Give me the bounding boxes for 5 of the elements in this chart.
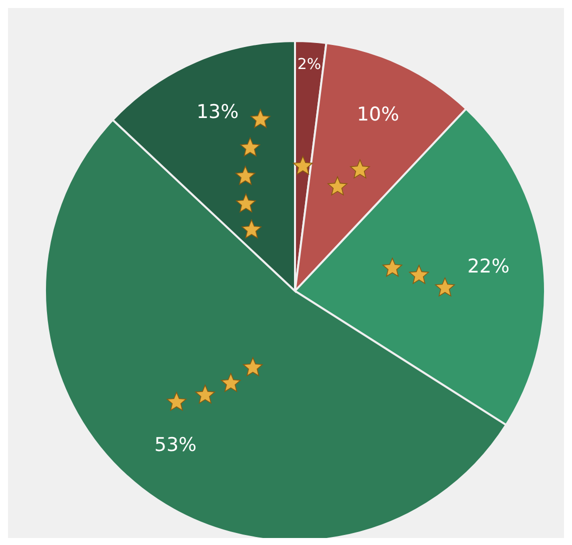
data-label: 13%: [196, 101, 239, 124]
data-label: 22%: [467, 256, 510, 278]
data-label: 53%: [154, 434, 197, 456]
data-label: 10%: [356, 104, 400, 126]
data-label: 2%: [297, 54, 322, 73]
